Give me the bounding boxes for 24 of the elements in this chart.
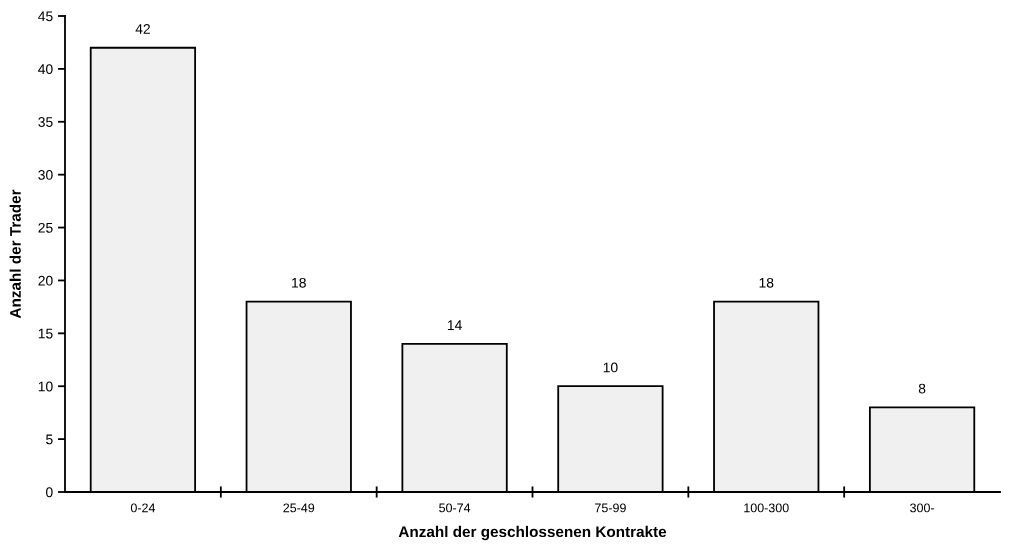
data-label: 14: [447, 320, 462, 330]
y-tick-label: 10: [38, 381, 53, 392]
x-tick-label: 50-74: [439, 503, 471, 513]
x-axis-title: Anzahl der geschlossenen Kontrakte: [398, 525, 667, 541]
y-tick-label: 35: [38, 117, 53, 127]
y-tick-label: 15: [38, 328, 53, 339]
x-tick-label: 25-49: [283, 503, 315, 513]
y-tick-label: 5: [46, 434, 53, 445]
data-label: 18: [292, 277, 306, 288]
x-tick-label: 300-: [910, 503, 935, 513]
data-label: 18: [759, 277, 774, 288]
x-tick-label: 0-24: [130, 503, 156, 513]
y-tick-label: 30: [38, 170, 53, 180]
x-tick-label: 75-99: [595, 503, 626, 513]
data-label: 42: [135, 24, 150, 34]
y-tick-label: 25: [38, 222, 53, 233]
y-tick-label: 0: [46, 487, 53, 498]
y-tick-label: 45: [38, 11, 53, 22]
y-axis-title: Anzahl der Trader: [9, 189, 21, 319]
x-tick-label: 100-300: [744, 503, 789, 513]
y-tick-label: 20: [38, 275, 53, 286]
data-label: 10: [603, 362, 618, 373]
data-label: 8: [918, 383, 926, 394]
y-tick-label: 40: [38, 64, 53, 75]
